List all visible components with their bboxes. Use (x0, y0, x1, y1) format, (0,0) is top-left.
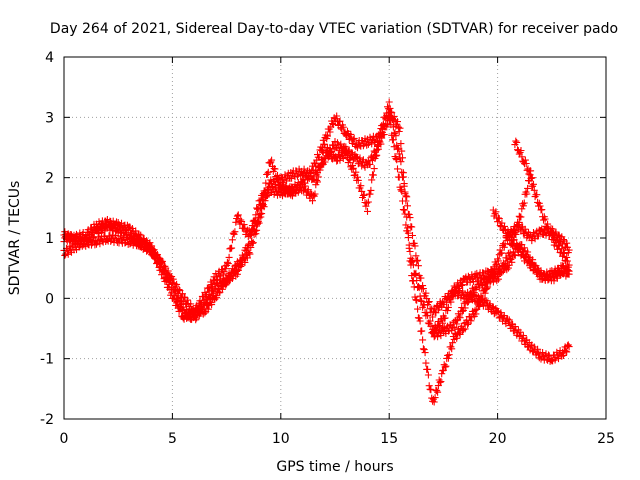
x-tick-label: 25 (597, 431, 615, 447)
series-markers (429, 171, 573, 341)
series-track-3 (60, 108, 573, 406)
chart-title: Day 264 of 2021, Sidereal Day-to-day VTE… (50, 21, 618, 37)
x-tick-label: 10 (272, 431, 290, 447)
x-tick-label: 20 (489, 431, 507, 447)
series-track-2 (60, 98, 573, 365)
series-markers (60, 113, 573, 338)
series-track-6 (511, 137, 536, 182)
y-tick-label: 3 (45, 110, 54, 126)
x-tick-label: 0 (60, 431, 69, 447)
series-markers (60, 98, 573, 365)
y-axis-label: SDTVAR / TECUs (7, 181, 23, 296)
y-tick-label: 2 (45, 171, 54, 187)
x-tick-label: 15 (380, 431, 398, 447)
y-tick-label: -2 (40, 412, 54, 428)
series-track-1 (60, 113, 573, 338)
y-tick-label: 0 (45, 291, 54, 307)
series-markers (511, 137, 536, 182)
plot-frame (63, 56, 607, 420)
series-track-4 (429, 171, 573, 341)
y-tick-label: -1 (40, 352, 54, 368)
series-markers (60, 108, 573, 406)
x-tick-label: 5 (168, 431, 177, 447)
tick-layer: 0 5 10 15 20 25 -2 -1 0 1 2 3 4 (40, 50, 615, 447)
series-markers (489, 206, 573, 285)
series-layer (60, 98, 573, 406)
y-tick-label: 1 (45, 231, 54, 247)
y-tick-label: 4 (45, 50, 54, 66)
x-axis-label: GPS time / hours (276, 459, 393, 475)
series-track-5 (489, 206, 573, 285)
